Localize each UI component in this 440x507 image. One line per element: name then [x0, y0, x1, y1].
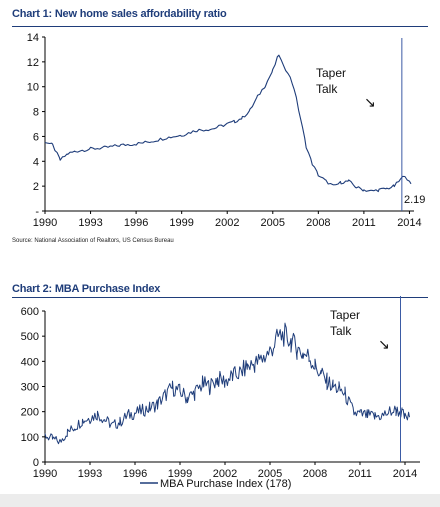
chart1-title-rule — [12, 26, 428, 27]
chart2-x-tick-label: 2005 — [258, 468, 282, 480]
chart2-y-tick-label: 400 — [21, 356, 39, 368]
chart2-annotation-line2: Talk — [330, 324, 352, 338]
chart2-series-line — [44, 322, 410, 445]
chart1-annotation-line1: Taper — [316, 66, 346, 80]
chart2-x-tick-label: 1996 — [123, 468, 147, 480]
chart2-y-tick-label: 0 — [33, 457, 39, 469]
chart2-title-rule — [12, 297, 428, 298]
chart2-annotation-arrow: ↘ — [378, 336, 390, 352]
chart1-y-tick-label: 6 — [33, 131, 39, 143]
chart2-x-tick-label: 1990 — [33, 468, 57, 480]
chart1-x-tick-label: 2011 — [352, 217, 376, 229]
chart1-annotation-line2: Talk — [316, 82, 338, 96]
chart1-annotation-arrow: ↘ — [364, 94, 376, 110]
chart2-x-tick-label: 2011 — [348, 468, 372, 480]
chart1-series-line — [44, 54, 412, 193]
chart1-y-tick-label: 14 — [27, 32, 39, 44]
chart2-x-tick-label: 2002 — [213, 468, 237, 480]
chart2-y-tick-label: 500 — [21, 331, 39, 343]
chart1-x-tick-label: 1993 — [78, 217, 102, 229]
chart1-x-tick-label: 1996 — [124, 217, 148, 229]
chart2-y-tick-label: 600 — [21, 306, 39, 318]
chart1-x-tick-label: 2002 — [215, 217, 239, 229]
chart2-legend: MBA Purchase Index (178) — [140, 478, 291, 490]
chart1-y-tick-label: 4 — [33, 156, 39, 168]
chart1-y-tick-label: 8 — [33, 107, 39, 119]
chart1-x-tick-label: 2005 — [261, 217, 285, 229]
chart2-y-tick-label: 300 — [21, 382, 39, 394]
chart2-x-tick-label: 2014 — [393, 468, 417, 480]
chart1-end-label: 2.19 — [404, 194, 425, 206]
chart1-y-tick-label: 12 — [27, 57, 39, 69]
chart2-x-tick-label: 2008 — [303, 468, 327, 480]
chart2-y-tick-label: 200 — [21, 407, 39, 419]
bottom-band — [0, 494, 440, 507]
chart2-y-tick-label: 100 — [21, 432, 39, 444]
chart2-legend-label: MBA Purchase Index (178) — [160, 478, 291, 490]
chart1-y-tick-label: 10 — [27, 82, 39, 94]
chart2-title: Chart 2: MBA Purchase Index — [12, 283, 161, 295]
chart1-x-tick-label: 2014 — [397, 217, 421, 229]
chart2-x-tick-label: 1993 — [78, 468, 102, 480]
chart1-x-tick-label: 2008 — [306, 217, 330, 229]
chart1-y-tick-label: 2 — [33, 181, 39, 193]
chart1-title: Chart 1: New home sales affordability ra… — [12, 8, 227, 20]
chart1-x-tick-label: 1990 — [33, 217, 57, 229]
chart2-annotation-line1: Taper — [330, 308, 360, 322]
chart1-plot: - 2 4 6 8 10 12 14 1990 1993 1996 1999 2002 2005 2008 2… — [27, 32, 426, 229]
chart2-x-tick-label: 1999 — [168, 468, 192, 480]
chart1-x-tick-label: 1999 — [169, 217, 193, 229]
chart1-source: Source: National Association of Realtors… — [12, 238, 174, 244]
chart1-y-tick-label: - — [35, 206, 39, 218]
